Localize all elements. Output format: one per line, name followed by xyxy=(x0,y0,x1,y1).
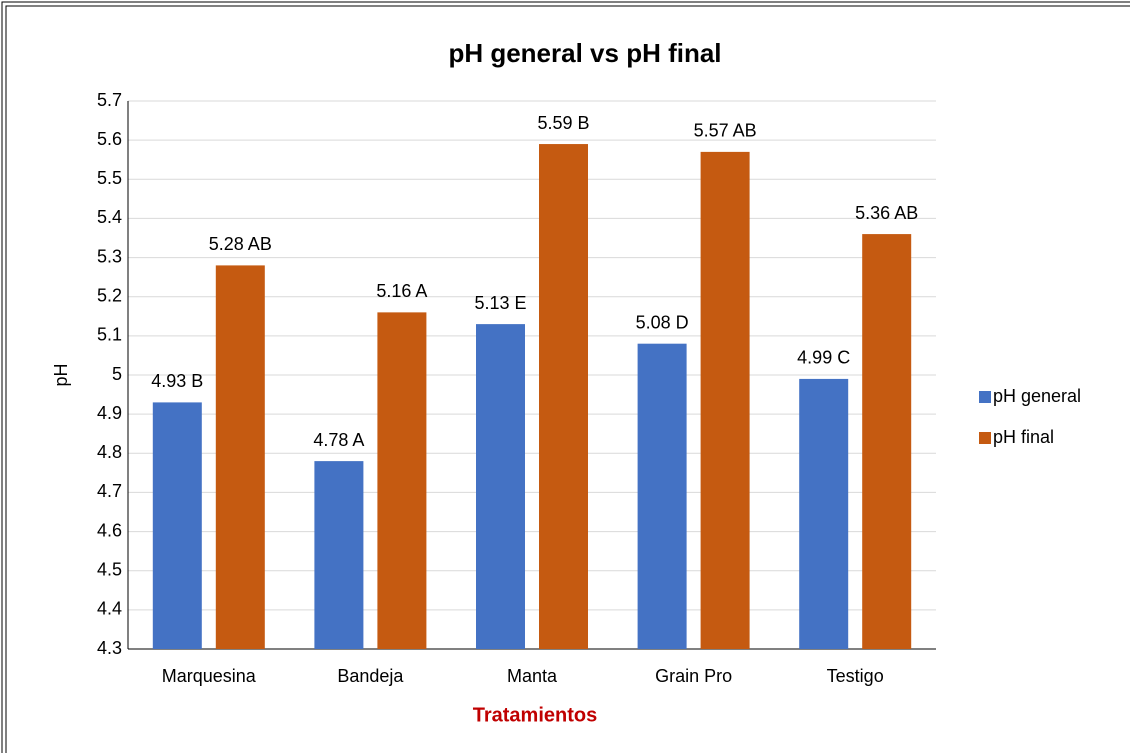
bar xyxy=(314,461,364,649)
chart-title: pH general vs pH final xyxy=(448,38,721,68)
value-label: 5.08 D xyxy=(636,312,689,332)
y-tick-label: 4.3 xyxy=(97,638,122,658)
y-tick-label: 5.1 xyxy=(97,325,122,345)
bar xyxy=(700,151,750,649)
legend-swatch xyxy=(979,432,991,444)
value-label: 4.78 A xyxy=(313,430,364,450)
y-tick-label: 5.5 xyxy=(97,168,122,188)
x-tick-label: Grain Pro xyxy=(655,666,732,686)
y-tick-label: 4.4 xyxy=(97,599,122,619)
bar xyxy=(637,343,687,649)
legend-swatch xyxy=(979,391,991,403)
legend-label: pH general xyxy=(993,386,1081,406)
y-tick-label: 5.2 xyxy=(97,285,122,305)
bar xyxy=(152,402,202,649)
y-tick-label: 5 xyxy=(112,364,122,384)
x-tick-label: Marquesina xyxy=(162,666,257,686)
value-label: 4.99 C xyxy=(797,348,850,368)
y-tick-label: 5.7 xyxy=(97,90,122,110)
y-tick-label: 4.7 xyxy=(97,481,122,501)
bar xyxy=(377,312,427,649)
value-label: 5.36 AB xyxy=(855,203,918,223)
frame-inner xyxy=(5,5,1130,753)
x-tick-label: Bandeja xyxy=(337,666,404,686)
legend-label: pH final xyxy=(993,427,1054,447)
y-tick-label: 4.6 xyxy=(97,520,122,540)
value-label: 5.59 B xyxy=(537,113,589,133)
x-tick-label: Manta xyxy=(507,666,558,686)
x-axis-title: Tratamientos xyxy=(473,704,597,726)
bar xyxy=(799,378,849,649)
value-label: 5.16 A xyxy=(376,281,427,301)
bar xyxy=(539,144,588,650)
y-axis-title: pH xyxy=(51,363,71,386)
y-tick-label: 5.4 xyxy=(97,207,122,227)
value-label: 5.28 AB xyxy=(209,234,272,254)
bar xyxy=(862,234,912,650)
y-tick-label: 5.6 xyxy=(97,129,122,149)
value-label: 4.93 B xyxy=(151,371,203,391)
y-tick-label: 4.9 xyxy=(97,403,122,423)
y-tick-label: 4.5 xyxy=(97,559,122,579)
bar xyxy=(215,265,265,649)
value-label: 5.57 AB xyxy=(694,121,757,141)
y-tick-label: 4.8 xyxy=(97,442,122,462)
y-tick-label: 5.3 xyxy=(97,246,122,266)
x-tick-label: Testigo xyxy=(827,666,884,686)
bar xyxy=(476,324,525,649)
value-label: 5.13 E xyxy=(474,293,526,313)
